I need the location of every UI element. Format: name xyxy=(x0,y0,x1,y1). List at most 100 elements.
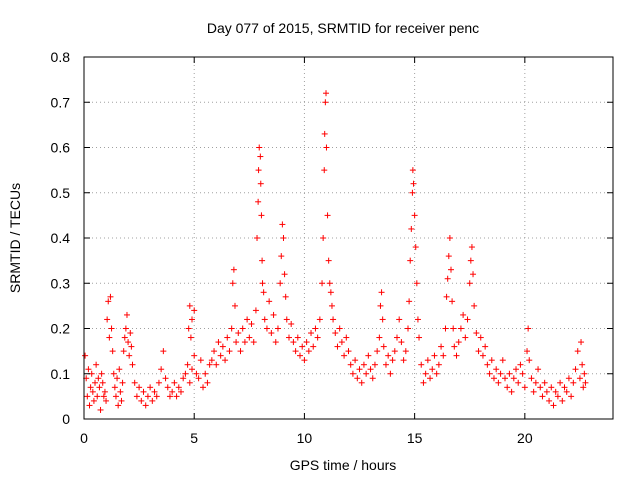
data-point xyxy=(90,397,97,404)
data-point xyxy=(270,311,277,318)
data-point xyxy=(319,280,326,287)
data-point xyxy=(515,379,522,386)
data-point xyxy=(513,366,520,373)
data-point xyxy=(118,397,125,404)
data-point xyxy=(191,307,198,314)
data-point xyxy=(197,357,204,364)
data-point xyxy=(377,302,384,309)
data-point xyxy=(537,384,544,391)
data-point xyxy=(447,266,454,273)
data-point xyxy=(528,375,535,382)
data-point xyxy=(106,334,113,341)
data-point xyxy=(451,343,458,350)
data-point xyxy=(445,253,452,260)
data-point xyxy=(431,352,438,359)
data-point xyxy=(444,275,451,282)
data-point xyxy=(343,334,350,341)
data-point xyxy=(541,379,548,386)
data-point xyxy=(414,316,421,323)
data-point xyxy=(117,388,124,395)
data-point xyxy=(261,316,268,323)
data-point xyxy=(133,393,140,400)
data-point xyxy=(378,289,385,296)
data-point xyxy=(365,352,372,359)
data-point xyxy=(84,393,91,400)
data-point xyxy=(166,393,173,400)
chart-title: Day 077 of 2015, SRMTID for receiver pen… xyxy=(207,20,479,36)
data-point xyxy=(186,379,193,386)
data-point xyxy=(517,361,524,368)
data-point xyxy=(147,384,154,391)
data-point xyxy=(187,334,194,341)
data-point xyxy=(336,325,343,332)
data-point xyxy=(376,334,383,341)
data-point xyxy=(525,325,532,332)
data-point xyxy=(136,384,143,391)
data-point xyxy=(268,330,275,337)
data-point xyxy=(189,316,196,323)
data-point xyxy=(257,180,264,187)
data-point xyxy=(389,357,396,364)
data-point xyxy=(580,384,587,391)
data-point xyxy=(450,325,457,332)
data-point xyxy=(497,370,504,377)
data-point xyxy=(255,167,262,174)
data-point xyxy=(144,393,151,400)
data-point xyxy=(292,348,299,355)
data-point xyxy=(420,379,427,386)
x-tick-label: 0 xyxy=(80,430,88,446)
y-tick-label: 0.6 xyxy=(51,140,71,156)
data-point xyxy=(440,352,447,359)
data-point xyxy=(177,388,184,395)
data-point xyxy=(180,375,187,382)
y-tick-label: 0.7 xyxy=(51,94,71,110)
data-point xyxy=(109,348,116,355)
data-point xyxy=(151,388,158,395)
data-point xyxy=(211,348,218,355)
data-point xyxy=(482,343,489,350)
data-point xyxy=(303,339,310,346)
data-point xyxy=(283,316,290,323)
data-point xyxy=(131,379,138,386)
data-point xyxy=(316,316,323,323)
data-point xyxy=(535,366,542,373)
data-point xyxy=(301,357,308,364)
data-point xyxy=(235,330,242,337)
data-point xyxy=(526,357,533,364)
data-point xyxy=(470,271,477,278)
data-point xyxy=(241,339,248,346)
data-point xyxy=(582,379,589,386)
data-point xyxy=(433,370,440,377)
data-point xyxy=(96,384,103,391)
data-point xyxy=(506,370,513,377)
data-point xyxy=(443,293,450,300)
data-point xyxy=(464,316,471,323)
y-tick-label: 0.3 xyxy=(51,275,71,291)
data-point xyxy=(530,388,537,395)
data-point xyxy=(120,348,127,355)
data-point xyxy=(411,212,418,219)
data-point xyxy=(559,397,566,404)
data-point xyxy=(82,352,89,359)
data-point xyxy=(229,280,236,287)
data-point xyxy=(574,348,581,355)
data-point xyxy=(195,375,202,382)
data-point xyxy=(305,348,312,355)
data-point xyxy=(338,339,345,346)
data-point xyxy=(153,393,160,400)
data-point xyxy=(85,366,92,373)
data-point xyxy=(550,402,557,409)
data-point xyxy=(449,298,456,305)
data-point xyxy=(158,366,165,373)
data-point xyxy=(429,366,436,373)
data-points xyxy=(82,90,589,413)
data-point xyxy=(95,375,102,382)
data-point xyxy=(393,334,400,341)
data-point xyxy=(418,361,425,368)
data-point xyxy=(123,311,130,318)
y-axis-ticks: 0 0.1 0.2 0.3 0.4 0.5 0.6 0.7 0.8 xyxy=(51,49,613,427)
data-point xyxy=(257,153,264,160)
y-tick-label: 0.8 xyxy=(51,49,71,65)
data-point xyxy=(475,348,482,355)
data-point xyxy=(510,375,517,382)
